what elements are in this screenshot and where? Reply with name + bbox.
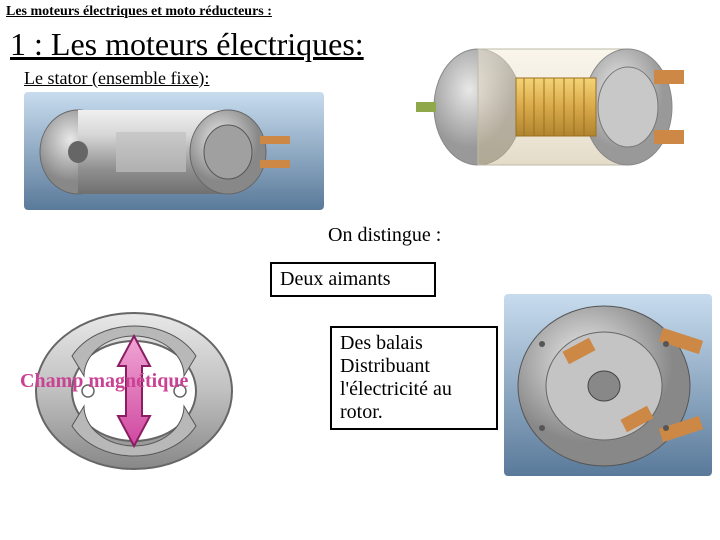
subsection-title: Le stator (ensemble fixe):	[24, 68, 209, 89]
page-header: Les moteurs électriques et moto réducteu…	[6, 4, 272, 20]
magnets-box: Deux aimants	[270, 262, 436, 297]
section-title: 1 : Les moteurs électriques:	[10, 26, 364, 63]
champ-label: Champ magnétique	[20, 370, 188, 392]
distingue-text: On distingue :	[328, 224, 441, 247]
stator-render	[24, 92, 324, 210]
rotor-render	[504, 294, 712, 476]
brushes-box: Des balais Distribuant l'électricité au …	[330, 326, 498, 430]
motor-render	[416, 22, 686, 192]
